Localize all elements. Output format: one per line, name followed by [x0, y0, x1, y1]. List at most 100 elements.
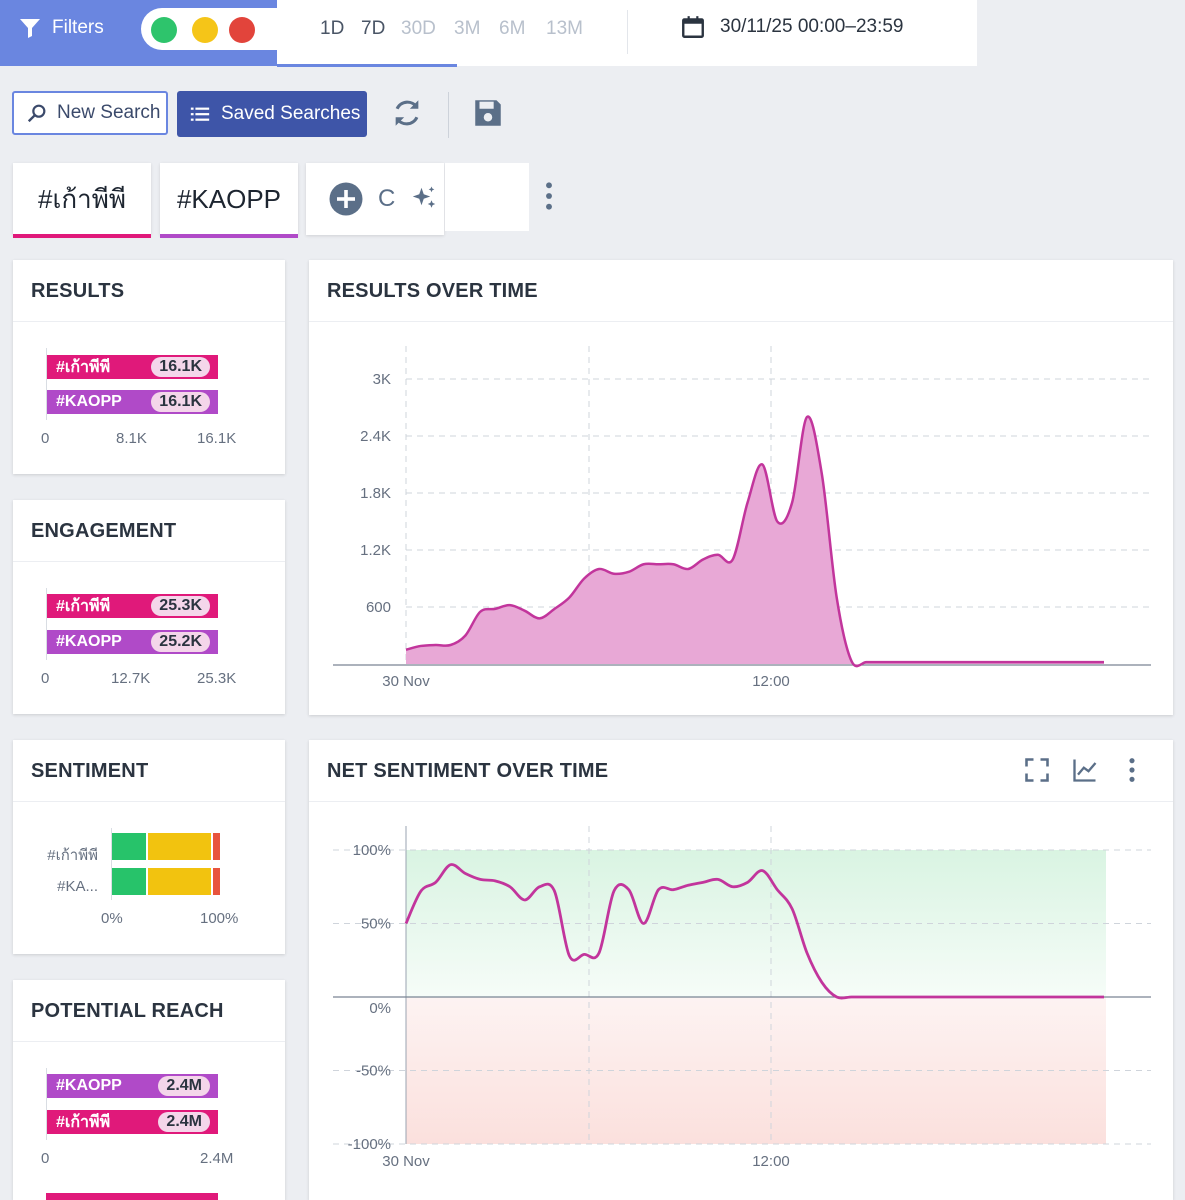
axis-tick: 2.4M	[200, 1150, 233, 1167]
reach-card: POTENTIAL REACH #KAOPP 2.4M #เก้าพีพี 2.4M…	[13, 980, 285, 1200]
results-over-time-chart[interactable]: 600 1.2K 1.8K 2.4K 3K 30 Nov 12:00	[309, 322, 1173, 715]
saved-searches-button[interactable]: Saved Searches	[177, 91, 367, 137]
results-bar-label: #KAOPP	[56, 393, 122, 411]
saved-searches-label: Saved Searches	[221, 103, 360, 125]
engagement-bar-value: 25.2K	[151, 632, 210, 652]
y-tick-label: 600	[366, 599, 391, 616]
tab-label: #KAOPP	[177, 184, 281, 215]
sentiment-card: SENTIMENT #เก้าพีพี #KA... 0% 100%	[13, 740, 285, 954]
range-7d[interactable]: 7D	[361, 18, 385, 40]
tab-empty-slot	[445, 163, 529, 231]
add-tab-text: C	[378, 185, 395, 213]
y-tick-label: 0%	[369, 1000, 391, 1017]
net-sentiment-chart[interactable]: 100% 50% 0% -50% -100%30 Nov 12:00	[309, 802, 1173, 1200]
range-30d[interactable]: 30D	[401, 18, 436, 40]
results-card: RESULTS #เก้าพีพี 16.1K #KAOPP 16.1K 0 8.1…	[13, 260, 285, 474]
engagement-bar-1: #KAOPP 25.2K	[46, 630, 218, 654]
sentiment-title: SENTIMENT	[31, 760, 148, 783]
sentiment-filter-pill[interactable]	[141, 8, 279, 50]
sentiment-stack-1	[112, 868, 220, 895]
axis-tick: 0	[41, 670, 49, 687]
filters-button-content: Filters	[18, 16, 104, 40]
range-6m[interactable]: 6M	[499, 18, 525, 40]
date-range-text: 30/11/25 00:00–23:59	[720, 16, 904, 38]
axis-line	[46, 348, 47, 420]
y-tick-label: 50%	[361, 916, 391, 933]
neutral-face-icon[interactable]	[192, 17, 218, 43]
y-tick-label: 1.8K	[360, 485, 391, 502]
reach-title: POTENTIAL REACH	[31, 1000, 224, 1023]
tab-kaopp-thai[interactable]: #เก้าพีพี	[13, 163, 151, 235]
axis-tick: 100%	[200, 910, 238, 927]
card-divider	[13, 1041, 285, 1042]
results-over-time-card: RESULTS OVER TIME 600 1.2K 1.8K 2.4K 3K 30 No…	[309, 260, 1173, 715]
sparkle-icon[interactable]	[409, 184, 439, 214]
line-chart-icon[interactable]	[1071, 756, 1099, 784]
engagement-bar-label: #เก้าพีพี	[56, 594, 110, 619]
reach-bar-1: #เก้าพีพี 2.4M	[46, 1110, 218, 1134]
sentiment-row-label: #เก้าพีพี	[41, 843, 98, 867]
calendar-icon	[680, 14, 706, 40]
filter-icon	[18, 16, 42, 40]
y-tick-label: 1.2K	[360, 542, 391, 559]
x-tick-label: 30 Nov	[382, 1153, 430, 1170]
engagement-bar-label: #KAOPP	[56, 633, 122, 651]
axis-tick: 0	[41, 1150, 49, 1167]
range-active-underline	[277, 64, 457, 67]
x-tick-label: 30 Nov	[382, 673, 430, 690]
y-tick-label: -50%	[356, 1063, 391, 1080]
tab-color-bar	[13, 234, 151, 238]
fullscreen-icon[interactable]	[1023, 756, 1051, 784]
y-tick-label: -100%	[348, 1136, 391, 1153]
axis-tick: 0	[41, 430, 49, 447]
add-circle-icon[interactable]	[328, 181, 364, 217]
reach-bar-value: 2.4M	[158, 1112, 210, 1132]
axis-line	[111, 828, 112, 900]
y-tick-label: 2.4K	[360, 428, 391, 445]
sentiment-stack-0	[112, 833, 220, 860]
new-search-button[interactable]: New Search	[12, 91, 168, 135]
sentiment-positive-segment	[112, 868, 146, 895]
positive-face-icon[interactable]	[151, 17, 177, 43]
date-picker[interactable]: 30/11/25 00:00–23:59	[680, 14, 904, 40]
sentiment-row-label: #KA...	[41, 878, 98, 895]
y-tick-label: 3K	[373, 371, 391, 388]
tab-label: #เก้าพีพี	[38, 179, 126, 220]
reach-next-row-peek	[46, 1193, 218, 1200]
engagement-title: ENGAGEMENT	[31, 520, 176, 543]
x-tick-label: 12:00	[752, 673, 790, 690]
x-tick-label: 12:00	[752, 1153, 790, 1170]
add-search-tab[interactable]: C	[306, 163, 444, 235]
sentiment-neutral-segment	[148, 868, 210, 895]
results-bar-0: #เก้าพีพี 16.1K	[46, 355, 218, 379]
axis-line	[46, 588, 47, 660]
range-13m[interactable]: 13M	[546, 18, 583, 40]
axis-tick: 25.3K	[197, 670, 236, 687]
save-icon[interactable]	[471, 96, 505, 130]
y-tick-label: 100%	[353, 842, 391, 859]
range-1d[interactable]: 1D	[320, 18, 344, 40]
card-divider	[13, 561, 285, 562]
engagement-bar-0: #เก้าพีพี 25.3K	[46, 594, 218, 618]
range-3m[interactable]: 3M	[454, 18, 480, 40]
sentiment-positive-segment	[112, 833, 146, 860]
tab-kaopp[interactable]: #KAOPP	[160, 163, 298, 235]
refresh-icon[interactable]	[390, 96, 424, 130]
axis-tick: 16.1K	[197, 430, 236, 447]
toolbar-divider	[448, 92, 449, 138]
net-sentiment-title: NET SENTIMENT OVER TIME	[327, 760, 608, 783]
axis-line	[46, 1068, 47, 1140]
reach-bar-value: 2.4M	[158, 1076, 210, 1096]
axis-tick: 8.1K	[116, 430, 147, 447]
filters-label: Filters	[52, 17, 104, 39]
reach-bar-0: #KAOPP 2.4M	[46, 1074, 218, 1098]
more-vertical-icon[interactable]	[1127, 756, 1137, 784]
more-vertical-icon[interactable]	[540, 180, 558, 212]
negative-face-icon[interactable]	[229, 17, 255, 43]
reach-bar-label: #เก้าพีพี	[56, 1110, 110, 1135]
new-search-label: New Search	[57, 102, 161, 124]
results-bar-value: 16.1K	[151, 392, 210, 412]
card-divider	[13, 321, 285, 322]
list-icon	[189, 103, 211, 125]
axis-tick: 12.7K	[111, 670, 150, 687]
